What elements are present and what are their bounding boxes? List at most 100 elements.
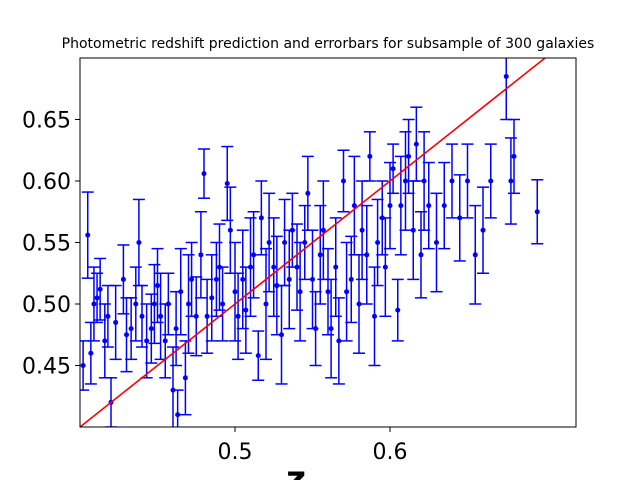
data-point: [128, 326, 134, 332]
data-point: [359, 227, 365, 233]
data-point-errorbar: [461, 143, 474, 219]
data-point-errorbar: [84, 321, 97, 385]
data-point-errorbar: [410, 106, 423, 182]
data-point: [320, 227, 326, 233]
data-point: [201, 171, 207, 177]
data-point: [403, 178, 408, 184]
data-point: [395, 307, 401, 313]
data-point-errorbar: [171, 389, 184, 427]
data-point: [382, 264, 388, 270]
data-point: [344, 289, 350, 295]
data-point-errorbar: [368, 266, 381, 367]
data-point: [364, 252, 370, 258]
data-point-errorbar: [353, 254, 365, 354]
y-tick-label: 0.65: [22, 109, 71, 134]
data-point: [387, 203, 393, 209]
data-point-errorbar: [301, 155, 314, 231]
data-point: [189, 276, 195, 282]
data-point-errorbar: [391, 278, 404, 342]
data-point: [148, 326, 154, 332]
data-point-errorbar: [267, 217, 280, 318]
data-point: [193, 313, 199, 319]
data-point: [434, 240, 439, 245]
x-axis: 0.5 0.6: [218, 427, 408, 465]
data-point: [91, 301, 97, 307]
data-point: [139, 313, 145, 319]
data-point: [94, 295, 100, 301]
data-point: [240, 276, 246, 282]
data-point-errorbar: [210, 241, 223, 318]
data-point: [113, 319, 119, 325]
y-tick-label: 0.60: [22, 170, 71, 195]
data-point: [258, 215, 264, 221]
data-point: [271, 264, 277, 270]
data-point: [102, 338, 108, 344]
data-marks: [80, 58, 544, 427]
data-point-errorbar: [216, 266, 229, 342]
data-point: [282, 240, 288, 245]
data-point: [390, 166, 396, 172]
data-point: [120, 276, 126, 282]
data-point: [97, 286, 103, 292]
data-point: [105, 313, 111, 319]
data-point: [333, 264, 339, 270]
data-point-errorbar: [363, 131, 376, 182]
data-point: [508, 178, 514, 184]
data-point: [279, 332, 284, 338]
data-point: [375, 240, 381, 245]
data-point-errorbar: [446, 143, 458, 219]
data-point: [305, 190, 311, 196]
data-point-errorbar: [504, 137, 517, 225]
data-point-errorbar: [198, 148, 210, 199]
data-point: [155, 283, 160, 289]
data-point: [348, 276, 354, 282]
data-point-errorbar: [356, 180, 369, 281]
data-point-errorbar: [182, 254, 195, 354]
data-point: [289, 227, 295, 233]
data-point: [351, 203, 357, 209]
data-point: [227, 227, 233, 233]
data-point: [232, 289, 238, 295]
data-point-errorbar: [229, 241, 241, 342]
data-point-errorbar: [132, 198, 145, 287]
data-point-errorbar: [360, 204, 373, 305]
data-point: [235, 313, 241, 319]
data-point: [325, 289, 331, 295]
data-point: [204, 313, 210, 319]
data-point-errorbar: [247, 211, 260, 299]
data-point-errorbar: [317, 180, 330, 281]
y-axis: 0.45 0.50 0.55 0.60 0.65: [22, 109, 80, 380]
data-point-errorbar: [101, 284, 114, 348]
data-point: [158, 313, 164, 319]
data-point-errorbar: [477, 186, 489, 274]
data-point: [317, 252, 323, 258]
chart-title: Photometric redshift prediction and erro…: [62, 36, 595, 52]
data-point-errorbar: [174, 247, 187, 336]
data-point-errorbar: [145, 293, 158, 364]
data-point: [313, 326, 319, 332]
data-point: [173, 326, 179, 332]
data-point-errorbar: [291, 223, 303, 311]
data-point-errorbar: [298, 204, 311, 281]
y-tick-label: 0.50: [22, 293, 71, 318]
data-point: [286, 276, 292, 282]
data-point: [472, 252, 478, 258]
data-point: [534, 209, 540, 215]
data-point-errorbar: [87, 266, 100, 342]
data-point: [457, 215, 463, 221]
data-point-errorbar: [98, 303, 111, 379]
data-point-errorbar: [469, 204, 482, 305]
data-point: [511, 153, 517, 159]
data-point-errorbar: [484, 143, 497, 219]
data-point-errorbar: [260, 247, 272, 361]
data-point: [209, 295, 215, 301]
data-point: [266, 240, 272, 245]
data-point: [341, 178, 346, 184]
data-point-errorbar: [345, 235, 358, 324]
data-point-errorbar: [399, 131, 412, 231]
data-point-errorbar: [205, 254, 218, 342]
data-point: [328, 326, 334, 332]
data-point: [449, 178, 455, 184]
reference-line-group: [80, 58, 547, 427]
data-point: [465, 178, 470, 184]
